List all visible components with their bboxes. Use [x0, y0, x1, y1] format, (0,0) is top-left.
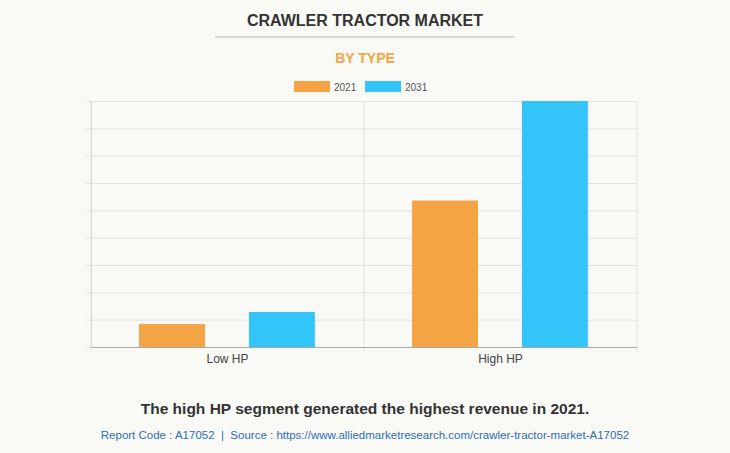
bar	[249, 312, 315, 347]
title-rule	[215, 37, 515, 38]
bars	[139, 101, 588, 347]
band-separator	[637, 101, 638, 352]
bar	[412, 200, 478, 347]
legend-swatch	[294, 81, 330, 92]
x-tick: High HP	[478, 347, 523, 366]
chart: CRAWLER TRACTOR MARKET BY TYPE 2021 2031 Low…	[0, 0, 730, 453]
x-tick: Low HP	[206, 347, 248, 366]
title: CRAWLER TRACTOR MARKET	[247, 12, 483, 29]
y-axis	[86, 102, 637, 348]
legend-label: 2021	[334, 82, 357, 93]
source: Report Code : A17052 | Source : https://…	[101, 429, 629, 441]
x-axis: Low HP High HP	[92, 347, 638, 366]
x-tick-label: High HP	[478, 352, 523, 366]
legend-swatch	[365, 81, 401, 92]
band-separator	[91, 101, 92, 352]
bar	[139, 324, 205, 347]
subtitle: BY TYPE	[335, 50, 395, 66]
grid-line	[86, 347, 637, 348]
y-tick	[86, 347, 637, 348]
bar	[522, 101, 588, 347]
caption: The high HP segment generated the highes…	[141, 400, 589, 417]
x-tick-label: Low HP	[206, 352, 248, 366]
x-axis-line	[92, 347, 638, 348]
band-separator	[364, 101, 365, 352]
legend: 2021 2031	[294, 81, 428, 93]
legend-label: 2031	[405, 82, 428, 93]
